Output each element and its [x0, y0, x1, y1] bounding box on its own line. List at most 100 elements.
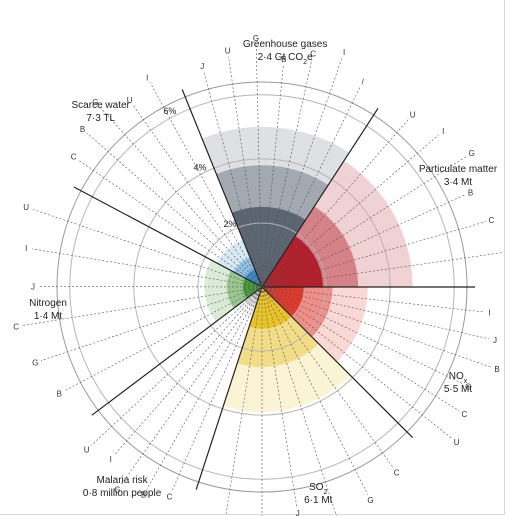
- product-line-0-6: [261, 86, 361, 288]
- product-line-1-4: [261, 221, 486, 288]
- product-line-0-2: [255, 44, 263, 288]
- category-name-subscript-3: 2: [324, 489, 328, 496]
- product-line-2-2: [261, 286, 492, 368]
- text-layer: 2% 4% 6% J U G B C I / U I G B C I I J B G C U C G B J U G C B G I U B G C J…: [13, 34, 499, 516]
- category-total-0: 2·4 Gt CO2e: [258, 52, 313, 66]
- ring-label-1: 4%: [193, 162, 206, 172]
- product-label-2-0: I: [488, 309, 490, 318]
- category-total-3: 6·1 Mt: [304, 495, 333, 506]
- category-name-6: Scarce water: [72, 100, 131, 111]
- product-label-5-4: I: [25, 244, 27, 253]
- sector-boundary-4: [195, 286, 263, 490]
- product-line-3-3: [261, 286, 298, 508]
- product-label-4-4: U: [84, 446, 90, 455]
- product-line-6-4: [149, 82, 263, 288]
- product-line-6-0: [78, 159, 263, 288]
- product-label-5-3: J: [31, 282, 35, 291]
- product-label-0-2: G: [253, 34, 259, 43]
- category-name-0: Greenhouse gases: [243, 39, 328, 50]
- product-line-1-5: [261, 252, 503, 288]
- product-line-5-5: [31, 208, 263, 288]
- wedge-3-band-0: [249, 287, 292, 329]
- product-label-5-5: U: [23, 203, 29, 212]
- product-label-2-1: J: [493, 336, 497, 345]
- ring-label-0: 2%: [223, 219, 236, 229]
- wedge-4-band-0: [251, 287, 262, 300]
- product-line-5-4: [32, 248, 263, 288]
- category-total-1: 3·4 Mt: [444, 177, 473, 188]
- category-total-5: 1·4 Mt: [34, 311, 63, 322]
- product-line-6-1: [86, 132, 263, 288]
- wedge-1-band-0: [262, 235, 323, 287]
- product-line-0-5: [261, 57, 343, 288]
- product-label-0-0: J: [200, 62, 204, 71]
- product-label-4-2: G: [114, 486, 120, 495]
- product-label-4-3: I: [110, 455, 112, 464]
- product-line-2-5: [261, 286, 453, 439]
- sector-boundary-0: [181, 89, 263, 288]
- product-line-2-4: [261, 286, 460, 412]
- product-label-2-3: G: [465, 382, 471, 391]
- wedge-0-band-2: [202, 126, 350, 287]
- wedge-5-band-2: [204, 259, 262, 322]
- sector-boundary-1: [261, 108, 379, 288]
- product-label-5-0: B: [57, 390, 62, 399]
- product-label-1-3: B: [468, 188, 473, 197]
- product-label-3-1: G: [367, 496, 373, 505]
- product-line-2-1: [261, 286, 490, 340]
- line-layer: [22, 44, 503, 516]
- category-name-1: Particulate matter: [419, 164, 498, 175]
- product-label-4-1: B: [141, 491, 146, 500]
- category-total-2: 5·5 Mt: [444, 384, 473, 395]
- product-line-3-0: [261, 286, 394, 468]
- category-total-suffix-0: e: [307, 52, 313, 63]
- product-label-5-1: G: [32, 359, 38, 368]
- product-line-5-1: [40, 286, 263, 361]
- wedge-0-band-0: [232, 206, 306, 287]
- product-line-1-0: [261, 118, 409, 288]
- sector-boundary-3: [261, 286, 414, 439]
- product-label-0-3: B: [281, 55, 286, 64]
- product-line-4-2: [120, 286, 263, 486]
- product-label-1-4: C: [489, 216, 495, 225]
- product-label-5-2: C: [13, 323, 19, 332]
- product-label-6-1: B: [80, 125, 85, 134]
- category-name-5: Nitrogen: [29, 298, 67, 309]
- product-line-5-3: [38, 286, 263, 288]
- product-line-0-1: [228, 56, 263, 288]
- product-label-2-4: C: [462, 410, 468, 419]
- product-label-0-6: /: [362, 77, 365, 86]
- product-label-6-0: C: [71, 153, 77, 162]
- product-label-6-3: U: [127, 96, 133, 105]
- product-line-4-4: [90, 286, 263, 446]
- product-line-5-2: [22, 286, 263, 326]
- product-line-4-0: [171, 286, 263, 492]
- category-name-2: NOx: [449, 371, 468, 385]
- wedge-6-band-0: [245, 269, 262, 287]
- product-line-6-3: [132, 104, 263, 288]
- category-name-4: Malaria risk: [97, 475, 149, 486]
- product-line-4-1: [146, 286, 263, 490]
- sector-boundary-6: [73, 186, 263, 288]
- product-label-3-0: C: [394, 468, 400, 477]
- product-line-0-4: [261, 59, 313, 288]
- product-line-0-3: [261, 65, 284, 288]
- product-line-1-2: [261, 155, 467, 288]
- category-total-4: 0·8 million people: [83, 488, 162, 499]
- category-total-subscript-0: 2: [303, 59, 307, 66]
- product-line-3-2: [261, 286, 337, 516]
- product-label-0-4: C: [310, 50, 316, 59]
- product-line-0-0: [203, 71, 263, 288]
- product-label-1-2: G: [469, 149, 475, 158]
- product-line-2-0: [261, 286, 484, 313]
- product-label-2-5: U: [454, 438, 460, 447]
- sector-boundary-5: [91, 286, 263, 416]
- product-label-0-1: U: [225, 47, 231, 56]
- product-label-0-5: I: [343, 48, 345, 57]
- product-line-1-1: [261, 134, 439, 288]
- product-label-2-2: B: [494, 365, 499, 374]
- product-line-5-0: [64, 286, 263, 391]
